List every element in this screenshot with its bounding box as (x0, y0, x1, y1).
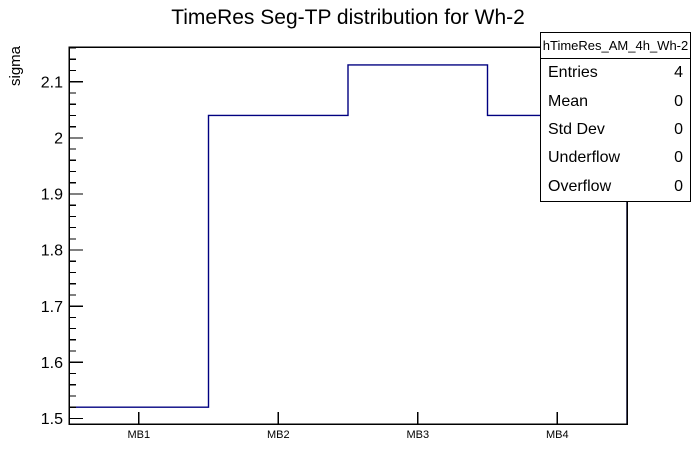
plot-frame (68, 46, 628, 425)
stats-row-mean: Mean 0 (541, 87, 690, 115)
stats-value: 0 (674, 121, 683, 139)
x-tick-label: MB4 (546, 429, 569, 441)
stats-value: 0 (674, 92, 683, 110)
y-tick-label: 1.5 (41, 411, 63, 428)
stats-value: 0 (674, 149, 683, 167)
y-tick-label: 1.9 (41, 187, 63, 204)
stats-label: Std Dev (548, 121, 605, 139)
stats-label: Underflow (548, 149, 621, 167)
stats-label: Overflow (548, 177, 612, 195)
stats-row-underflow: Underflow 0 (541, 144, 690, 172)
plot-title: TimeRes Seg-TP distribution for Wh-2 (171, 6, 525, 29)
stats-value: 0 (674, 177, 683, 195)
y-tick-label: 1.8 (41, 243, 63, 260)
stats-label: Entries (548, 64, 598, 82)
stats-box-title: hTimeRes_AM_4h_Wh-2 (541, 33, 690, 59)
stats-row-entries: Entries 4 (541, 59, 690, 87)
stats-box: hTimeRes_AM_4h_Wh-2 Entries 4 Mean 0 Std… (540, 32, 691, 202)
x-tick-label: MB1 (127, 429, 150, 441)
y-tick-label: 1.7 (41, 299, 63, 316)
stats-row-stddev: Std Dev 0 (541, 116, 690, 144)
y-tick-label: 2.1 (41, 74, 63, 91)
y-tick-label: 2 (54, 130, 63, 147)
x-tick-label: MB2 (267, 429, 290, 441)
stats-rows: Entries 4 Mean 0 Std Dev 0 Underflow 0 O… (541, 59, 690, 201)
stats-label: Mean (548, 92, 589, 110)
x-tick-label: MB3 (406, 429, 429, 441)
stats-value: 4 (674, 64, 683, 82)
stats-row-overflow: Overflow 0 (541, 173, 690, 201)
y-tick-label: 1.6 (41, 355, 63, 372)
